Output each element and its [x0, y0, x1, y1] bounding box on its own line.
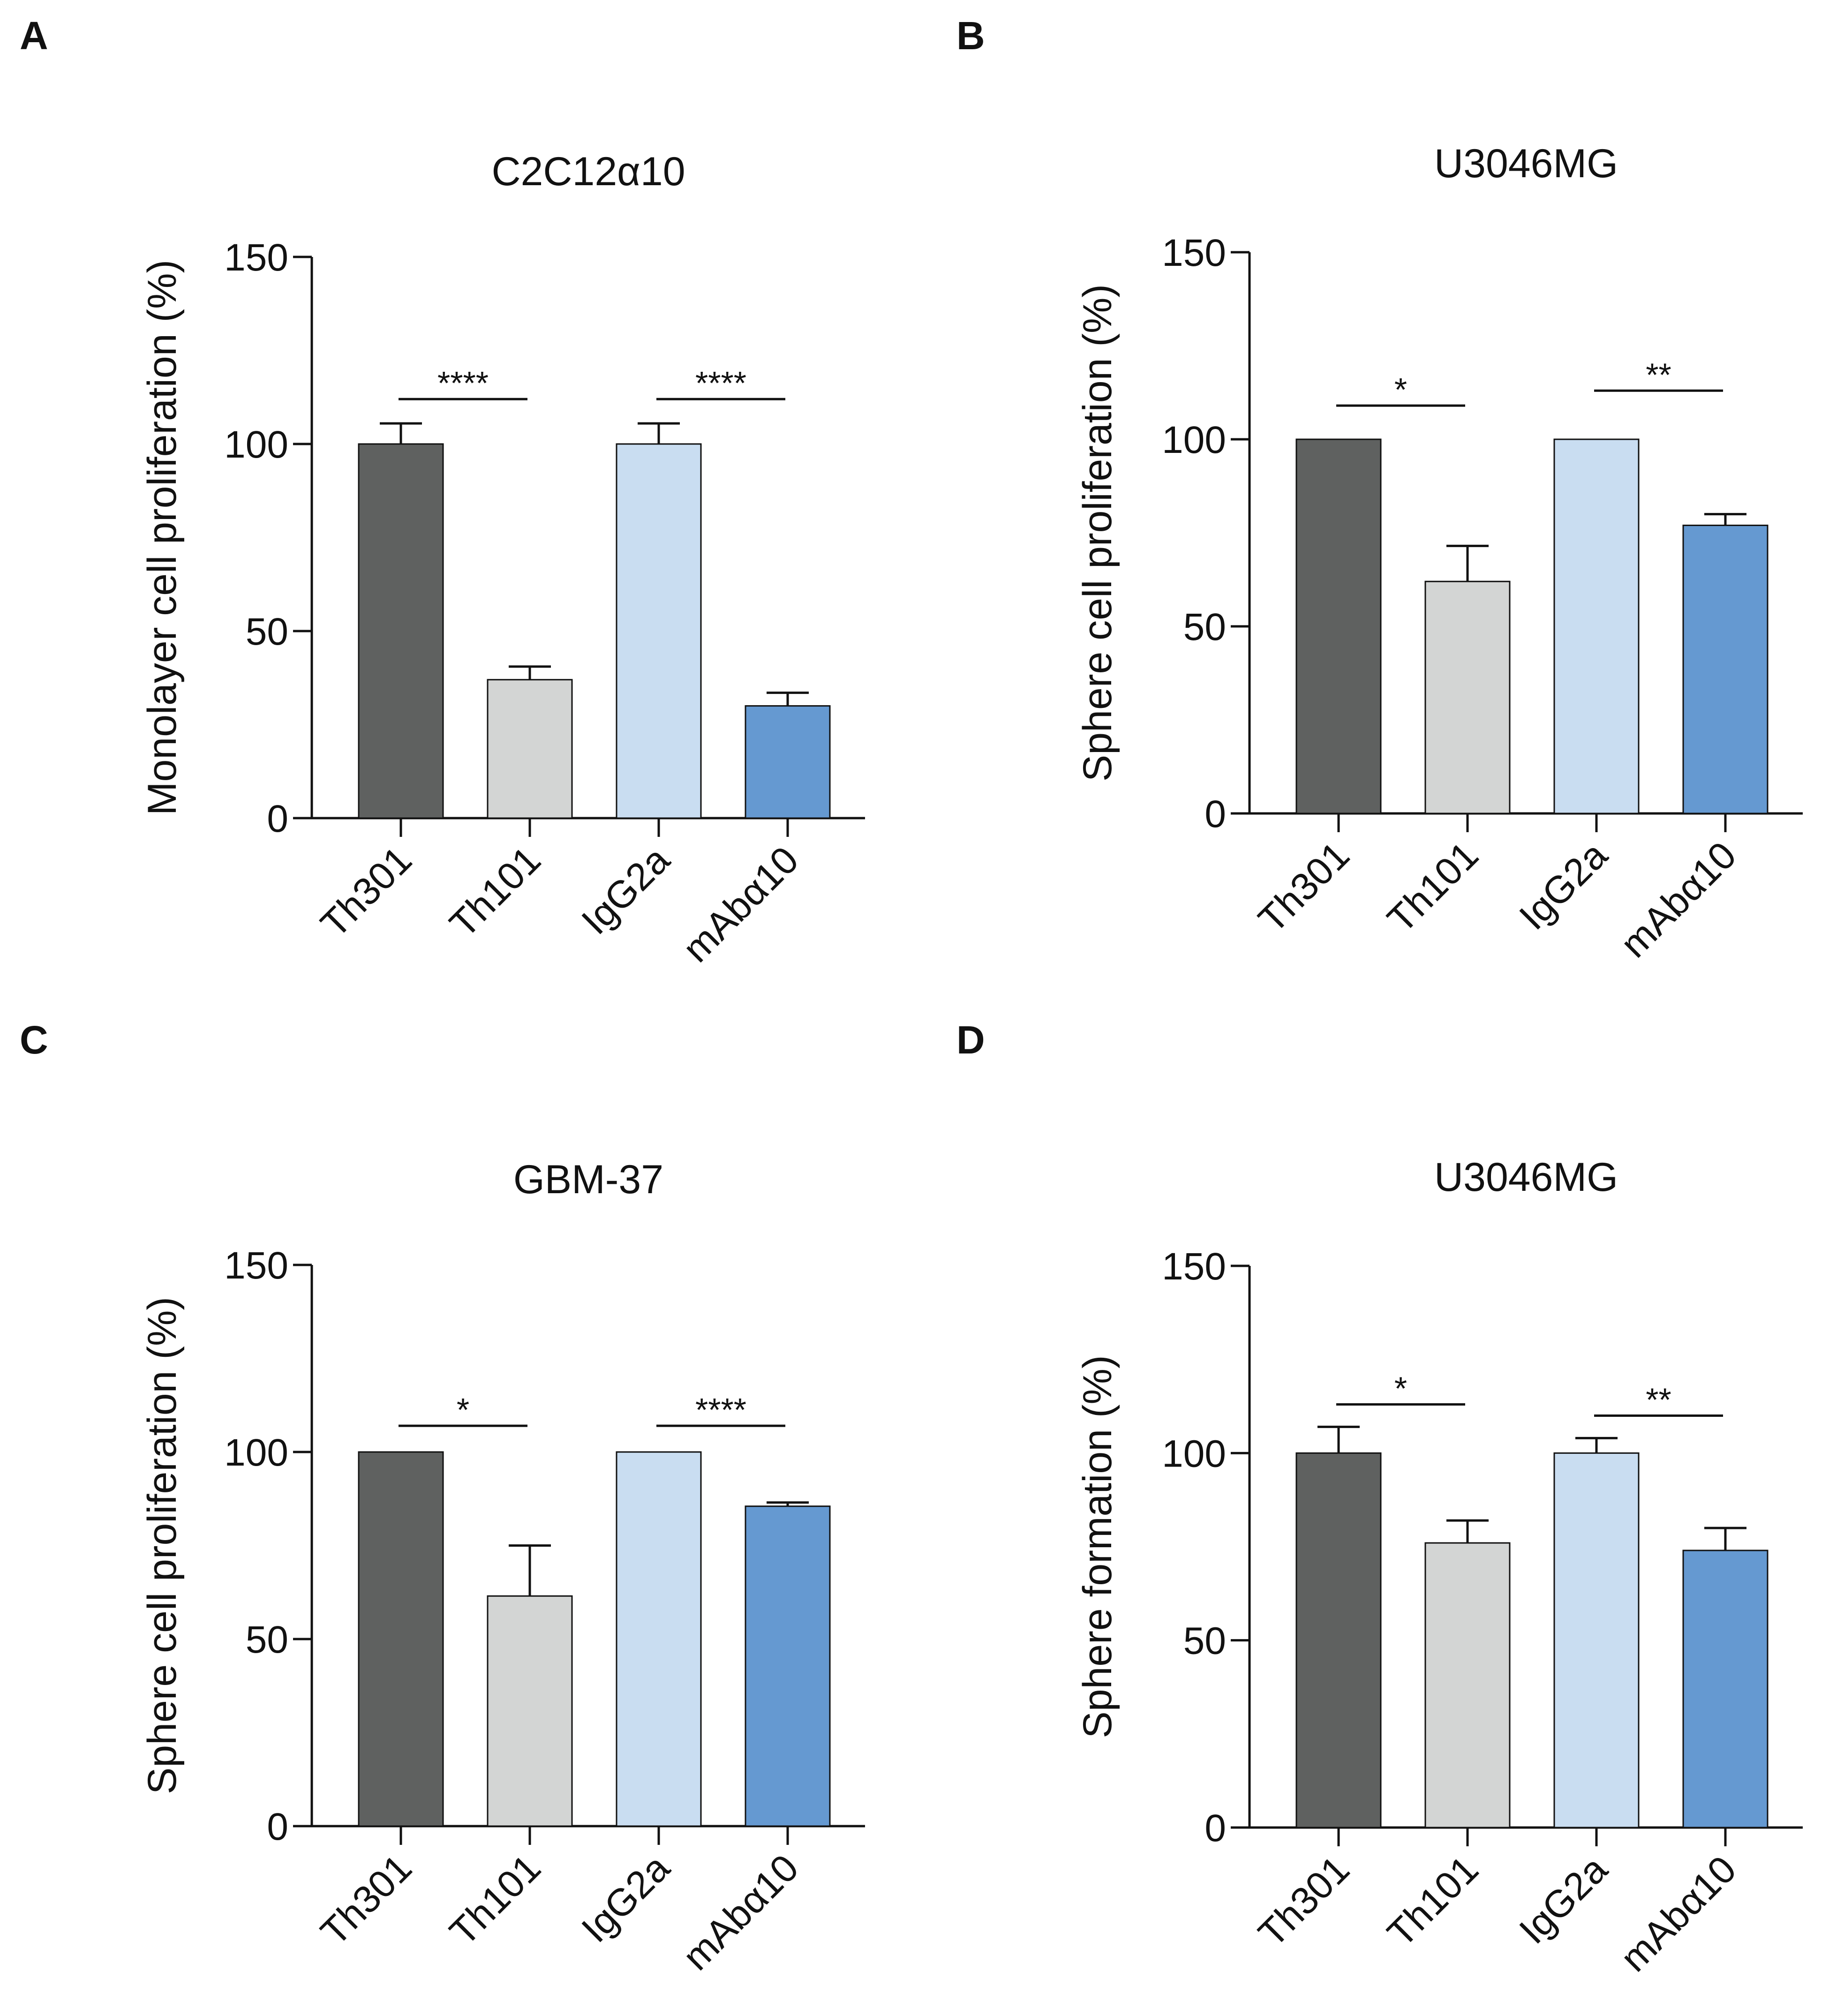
y-axis-label: Monolayer cell proliferation (%)	[140, 260, 185, 815]
y-tick-label: 0	[267, 797, 288, 840]
bar	[616, 1451, 702, 1827]
chart-title: U3046MG	[1434, 1155, 1618, 1200]
chart-panel-d: U3046MG Sphere formation (%) 0 50 100 150 Th30…	[1075, 1155, 1803, 1980]
significance-label: *	[1394, 371, 1407, 408]
y-tick-label: 0	[267, 1805, 288, 1848]
y-axis-label: Sphere cell proliferation (%)	[1075, 284, 1120, 782]
bar	[745, 705, 831, 819]
bar	[487, 679, 573, 819]
y-tick-label: 50	[246, 1618, 288, 1661]
y-tick-label: 100	[1162, 1432, 1226, 1475]
chart-title: U3046MG	[1434, 141, 1618, 186]
significance-label: *	[457, 1392, 469, 1428]
y-tick-label: 100	[224, 1431, 288, 1474]
significance-label: ****	[695, 365, 746, 401]
chart-title: GBM-37	[513, 1157, 663, 1202]
bar	[616, 443, 702, 819]
x-tick-label: Th101	[442, 1846, 549, 1954]
bar	[1424, 580, 1511, 814]
chart-panel-a: C2C12α10 Monolayer cell proliferation (%)…	[140, 149, 865, 970]
x-tick-label: mAbα10	[675, 1846, 807, 1978]
y-tick-label: 0	[1204, 793, 1226, 835]
bar	[487, 1595, 573, 1827]
x-tick-label: Th101	[1379, 1848, 1487, 1955]
y-tick-label: 50	[1183, 606, 1226, 648]
bar	[1295, 1452, 1382, 1828]
x-tick-label: IgG2a	[573, 1846, 678, 1951]
panel-letter-a: A	[20, 14, 48, 58]
bar	[1682, 525, 1769, 814]
bar	[1424, 1542, 1511, 1828]
y-tick-label: 150	[1162, 232, 1226, 274]
panel-letter-c: C	[20, 1018, 48, 1062]
y-tick-label: 50	[1183, 1620, 1226, 1662]
y-tick-label: 100	[1162, 419, 1226, 461]
significance-label: ****	[695, 1392, 746, 1428]
y-tick-label: 50	[246, 610, 288, 653]
x-tick-label: Th301	[1250, 834, 1358, 941]
bar	[358, 443, 444, 819]
bar	[1553, 438, 1640, 814]
significance-label: ****	[437, 365, 489, 401]
y-axis-label: Sphere cell proliferation (%)	[140, 1297, 185, 1794]
x-tick-label: mAbα10	[675, 838, 807, 970]
y-axis-label: Sphere formation (%)	[1075, 1355, 1120, 1738]
x-tick-label: Th101	[1379, 834, 1487, 941]
y-tick-label: 150	[224, 1244, 288, 1287]
y-tick-label: 100	[224, 423, 288, 466]
bar	[1553, 1452, 1640, 1828]
bar	[1295, 438, 1382, 814]
x-tick-label: IgG2a	[573, 838, 678, 943]
x-tick-label: Th301	[1250, 1848, 1358, 1955]
y-tick-label: 150	[224, 236, 288, 279]
chart-panel-b: U3046MG Sphere cell proliferation (%) 0 50 1…	[1075, 141, 1803, 966]
panel-letter-d: D	[956, 1018, 985, 1062]
y-tick-label: 0	[1204, 1807, 1226, 1850]
significance-label: **	[1646, 356, 1671, 393]
x-tick-label: Th301	[313, 1846, 420, 1954]
y-tick-label: 150	[1162, 1245, 1226, 1288]
chart-panel-c: GBM-37 Sphere cell proliferation (%) 0 50 10…	[140, 1157, 865, 1978]
significance-label: **	[1646, 1381, 1671, 1418]
bar	[745, 1505, 831, 1827]
x-tick-label: Th301	[313, 838, 420, 946]
x-tick-label: mAbα10	[1612, 834, 1745, 966]
x-tick-label: mAbα10	[1612, 1848, 1745, 1980]
bar	[358, 1451, 444, 1827]
x-tick-label: IgG2a	[1511, 834, 1616, 938]
panel-letter-b: B	[956, 14, 985, 58]
chart-title: C2C12α10	[491, 149, 685, 194]
significance-label: *	[1394, 1370, 1407, 1407]
bar	[1682, 1550, 1769, 1828]
x-tick-label: Th101	[442, 838, 549, 946]
x-tick-label: IgG2a	[1511, 1848, 1616, 1952]
